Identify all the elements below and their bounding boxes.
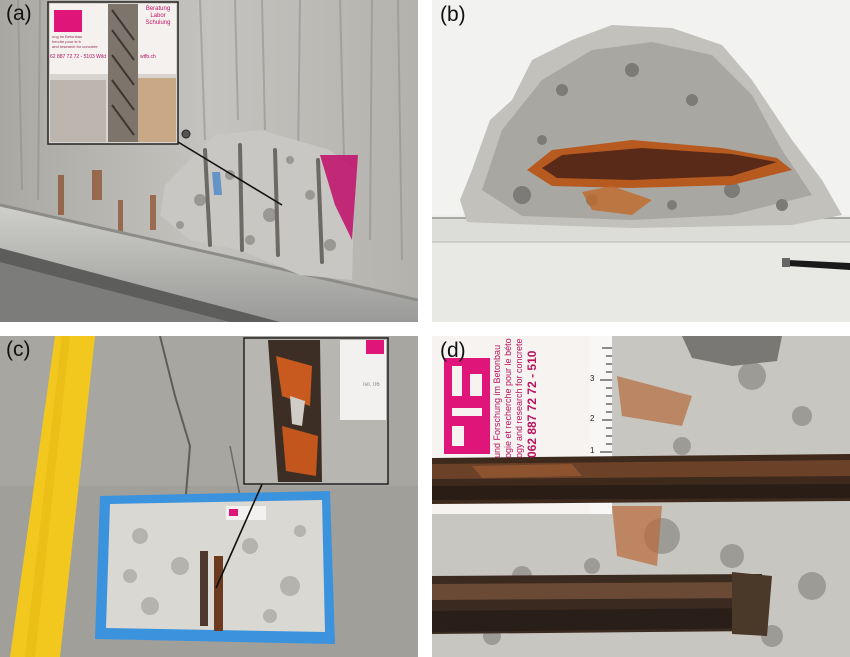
panel-b-label: (b) bbox=[440, 3, 466, 26]
card-line-5: herche pour le b bbox=[52, 39, 81, 44]
card-d-line-1: und Forschung im Betonbau bbox=[492, 344, 502, 458]
panel-d-card-text: und Forschung im Betonbau ogie et recher… bbox=[492, 338, 592, 458]
panel-c: (c) Tel. 06 bbox=[0, 336, 418, 657]
panel-c-photo bbox=[0, 336, 418, 657]
panel-a-card-text: Beratung Labor Schulung bbox=[138, 6, 178, 27]
panel-a-photo bbox=[0, 0, 418, 322]
panel-c-label: (c) bbox=[6, 338, 31, 361]
panel-b-photo bbox=[432, 0, 850, 322]
card-line-labor: Labor bbox=[150, 13, 166, 19]
ruler-label-2: 2 bbox=[590, 414, 595, 423]
card-d-phone: 062 887 72 72 - 510 bbox=[525, 350, 539, 458]
panel-c-inset bbox=[243, 337, 389, 485]
card-line-4: ung im Betonbau bbox=[52, 34, 83, 39]
panel-c-card-text: Tel. 06 bbox=[362, 382, 380, 388]
panel-a: (a) Beratung Labor Schulung ung im Beton… bbox=[0, 0, 418, 322]
panel-d-photo bbox=[432, 336, 850, 657]
card-line-beratung: Beratung bbox=[145, 6, 171, 12]
card-line-6: and research for concrete bbox=[52, 44, 98, 49]
ruler-label-1: 1 bbox=[590, 446, 595, 455]
panel-a-card-body: ung im Betonbau herche pour le b and res… bbox=[52, 34, 108, 49]
card-line-schulung: Schulung bbox=[145, 20, 171, 26]
panel-a-label: (a) bbox=[6, 2, 32, 25]
panel-a-card-phone: 62 887 72 72 - 5103 Wild bbox=[50, 54, 106, 60]
card-d-line-2: ogie et recherche pour le béto bbox=[503, 338, 513, 458]
panel-b: (b) bbox=[432, 0, 850, 322]
panel-a-card-web: wtfb.ch bbox=[140, 54, 156, 60]
panel-d-label: (d) bbox=[440, 339, 466, 362]
panel-a-inset bbox=[47, 1, 191, 145]
ruler-label-3: 3 bbox=[590, 374, 595, 383]
card-d-line-3: ogy and research for concrete bbox=[514, 338, 524, 458]
panel-d: (d) und Forschung im Betonbau ogie et re… bbox=[432, 336, 850, 657]
